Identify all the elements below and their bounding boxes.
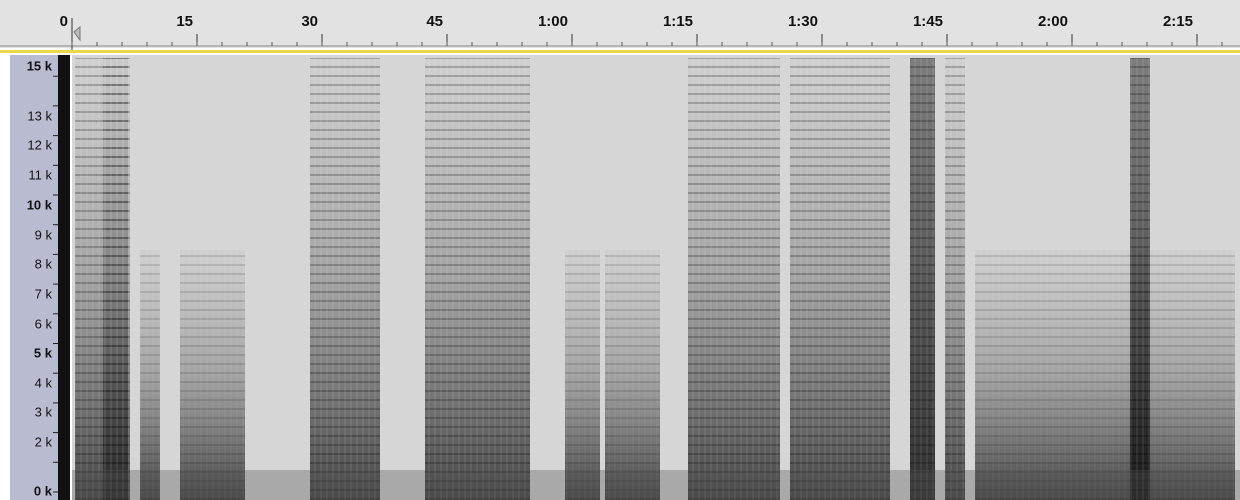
spectrogram-bands bbox=[72, 58, 1240, 500]
time-label: 1:30 bbox=[788, 13, 818, 30]
spectral-texture bbox=[565, 250, 600, 500]
freq-label: 12 k bbox=[27, 137, 52, 152]
low-frequency-floor bbox=[72, 470, 1240, 500]
time-label: 1:45 bbox=[913, 13, 943, 30]
spectral-texture bbox=[425, 58, 530, 500]
time-label: 2:15 bbox=[1163, 13, 1193, 30]
spectral-texture bbox=[910, 58, 935, 500]
spectral-texture bbox=[103, 58, 128, 500]
freq-label: 13 k bbox=[27, 108, 52, 123]
selection-line bbox=[0, 50, 1240, 53]
track-edge bbox=[58, 55, 70, 500]
freq-label: 3 k bbox=[35, 404, 53, 419]
spectral-texture bbox=[180, 250, 245, 500]
time-label: 1:15 bbox=[663, 13, 693, 30]
spectral-texture bbox=[945, 58, 965, 500]
freq-label: 4 k bbox=[35, 375, 53, 390]
frequency-ruler bbox=[10, 55, 58, 500]
time-label: 0 bbox=[60, 13, 68, 30]
freq-label: 11 k bbox=[28, 167, 52, 182]
frequency-labels: 15 k 13 k 12 k 11 k 10 k 9 k 8 k 7 k 6 k… bbox=[27, 58, 58, 498]
time-label: 30 bbox=[301, 13, 318, 30]
freq-label: 10 k bbox=[27, 197, 53, 212]
freq-label: 8 k bbox=[35, 256, 53, 271]
time-label: 45 bbox=[426, 13, 443, 30]
spectral-texture bbox=[790, 58, 890, 500]
freq-label: 2 k bbox=[35, 434, 53, 449]
spectral-texture bbox=[310, 58, 380, 500]
spectral-texture bbox=[975, 250, 1235, 500]
freq-label: 0 k bbox=[34, 483, 53, 498]
freq-label: 15 k bbox=[27, 58, 53, 73]
freq-label: 7 k bbox=[35, 286, 53, 301]
play-marker bbox=[73, 25, 81, 42]
freq-label: 6 k bbox=[35, 316, 53, 331]
spectral-texture bbox=[140, 250, 160, 500]
time-label: 1:00 bbox=[538, 13, 568, 30]
freq-label: 9 k bbox=[35, 227, 53, 242]
time-label: 2:00 bbox=[1038, 13, 1068, 30]
ruler bbox=[0, 0, 1240, 48]
spectral-texture bbox=[605, 250, 660, 500]
time-label: 15 bbox=[176, 13, 193, 30]
spectral-texture bbox=[688, 58, 780, 500]
freq-label: 5 k bbox=[34, 345, 53, 360]
spectral-texture bbox=[1130, 58, 1150, 500]
